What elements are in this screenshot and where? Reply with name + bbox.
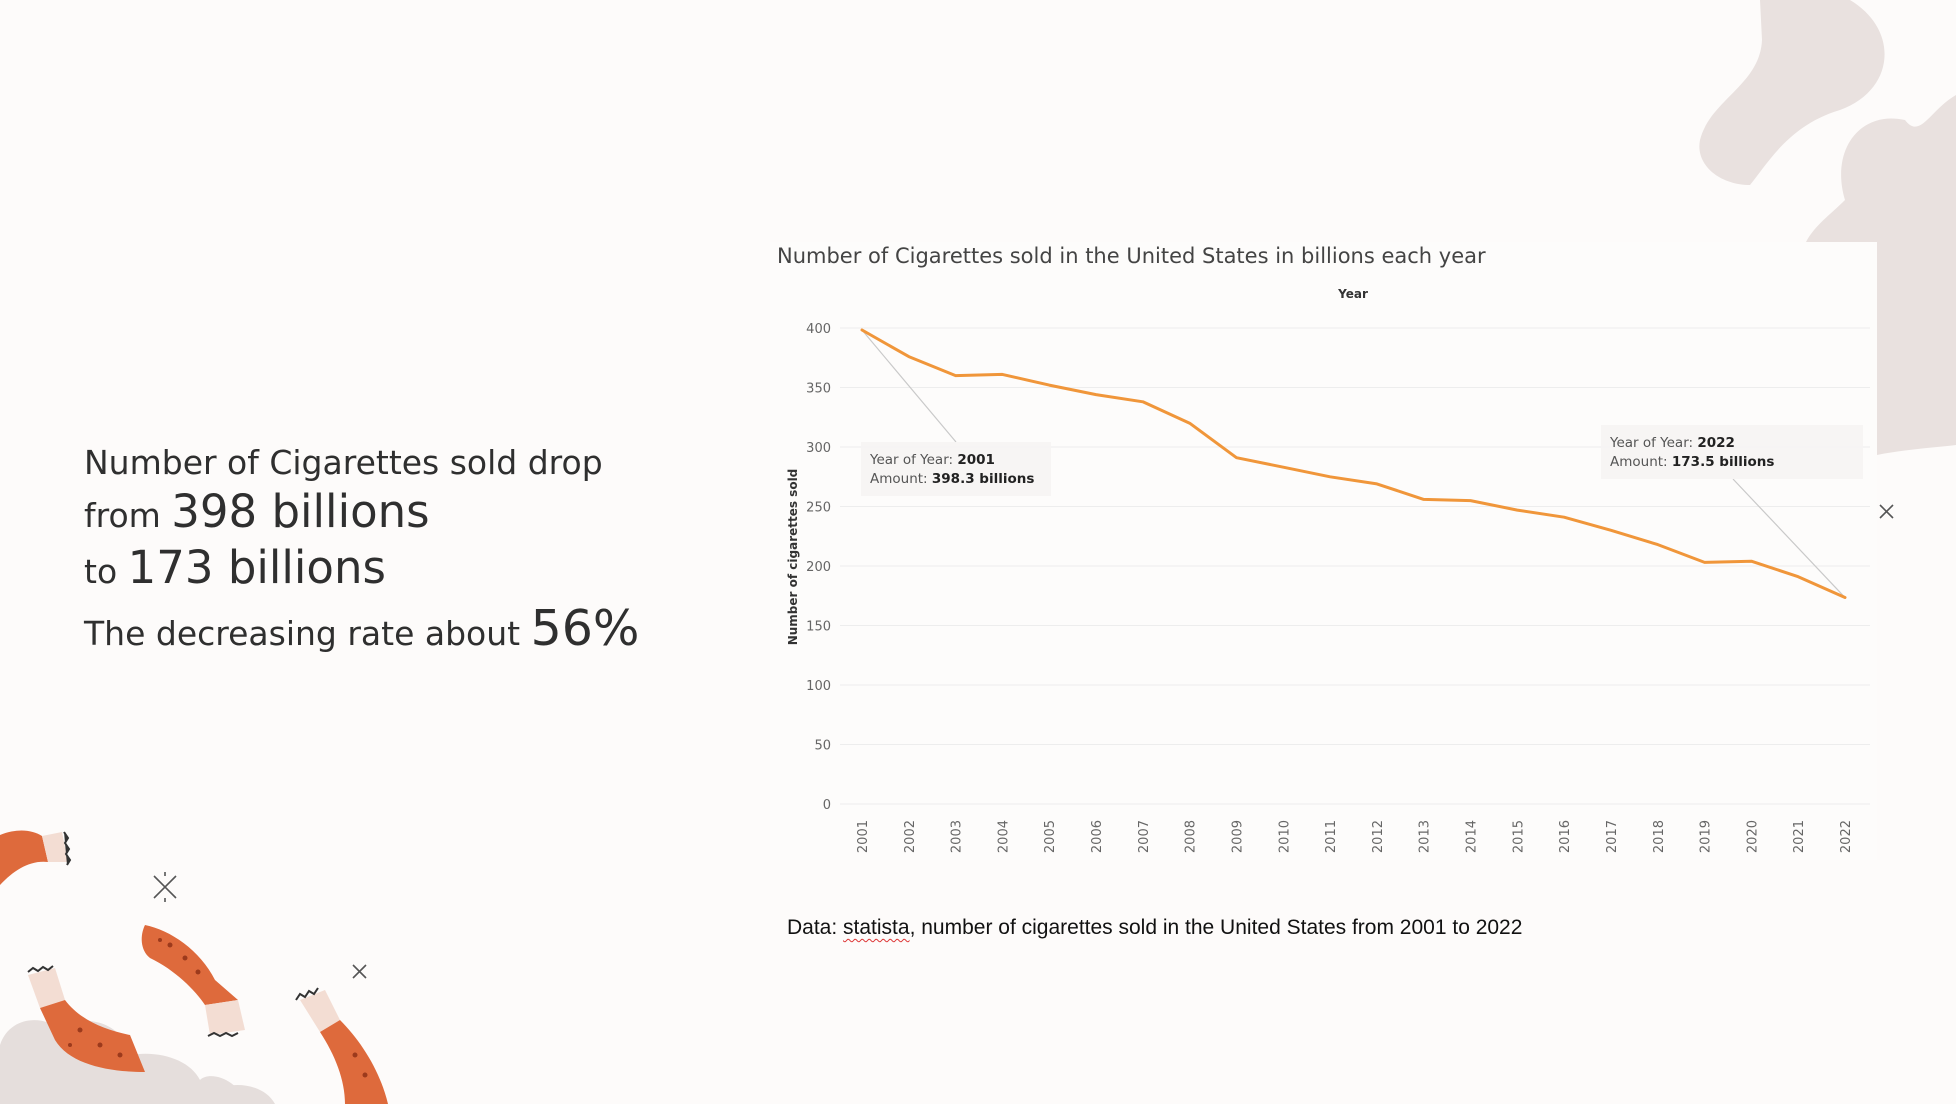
headline-line-1: Number of Cigarettes sold drop xyxy=(84,443,603,482)
sparkle-icon xyxy=(153,872,177,902)
x-tick-label: 2015 xyxy=(1511,820,1526,853)
x-tick-label: 2017 xyxy=(1605,820,1620,853)
x-tick-label: 2019 xyxy=(1699,820,1714,853)
y-tick-label: 350 xyxy=(806,382,831,397)
y-tick-label: 150 xyxy=(806,620,831,635)
annotation-line-amount: Amount: 173.5 billions xyxy=(1610,454,1774,470)
y-axis-label: Number of cigarettes sold xyxy=(786,469,800,646)
x-tick-label: 2021 xyxy=(1792,820,1807,853)
chart-title: Number of Cigarettes sold in the United … xyxy=(777,244,1486,268)
y-tick-label: 300 xyxy=(806,441,831,456)
series-line xyxy=(860,328,1847,599)
headline-from-label: from xyxy=(84,496,161,535)
source-prefix: Data: xyxy=(787,916,844,939)
annotation-tooltip: Year of Year: 2022 Amount: 173.5 billions xyxy=(1601,425,1863,479)
chart-panel xyxy=(770,242,1877,860)
sparkle-icon xyxy=(352,964,367,979)
headline: Number of Cigarettes sold drop from 398 … xyxy=(84,440,704,665)
x-tick-label: 2007 xyxy=(1137,820,1152,853)
background-blob-bottom-mid xyxy=(150,1084,275,1104)
annotation-line-amount: Amount: 398.3 billions xyxy=(870,471,1034,487)
y-tick-label: 100 xyxy=(806,679,831,694)
x-tick-label: 2012 xyxy=(1371,820,1386,853)
cigarette-icon xyxy=(295,987,388,1104)
y-tick-label: 400 xyxy=(806,322,831,337)
y-tick-label: 50 xyxy=(814,739,831,754)
annotation-tooltip: Year of Year: 2001 Amount: 398.3 billions xyxy=(861,442,1051,496)
annotation-line-year: Year of Year: 2001 xyxy=(869,452,995,468)
headline-start-value: 398 billions xyxy=(171,485,430,538)
y-tick-label: 0 xyxy=(823,798,831,813)
x-axis-label: Year xyxy=(1337,287,1368,301)
cigarette-icon xyxy=(27,965,145,1072)
x-tick-label: 2010 xyxy=(1277,820,1292,853)
cigarette-icon xyxy=(0,830,72,885)
headline-to-label: to xyxy=(84,552,118,591)
annotation-line-year: Year of Year: 2022 xyxy=(1609,435,1735,451)
source-description: , number of cigarettes sold in the Unite… xyxy=(909,916,1523,939)
cigarette-icon xyxy=(141,925,245,1038)
x-tick-label: 2003 xyxy=(950,820,965,853)
source-name: statista xyxy=(843,916,910,939)
x-tick-label: 2008 xyxy=(1184,820,1199,853)
x-tick-label: 2022 xyxy=(1839,820,1854,853)
x-tick-label: 2006 xyxy=(1090,820,1105,853)
annotation-leader xyxy=(861,329,957,443)
y-tick-label: 250 xyxy=(806,501,831,516)
annotation-leader xyxy=(1732,478,1846,598)
headline-rate-value: 56% xyxy=(530,600,640,657)
sparkle-icon xyxy=(1879,504,1894,519)
headline-line-2: from 398 billions xyxy=(84,486,704,542)
x-tick-label: 2020 xyxy=(1745,820,1760,853)
headline-line-4: The decreasing rate about 56% xyxy=(84,598,704,665)
x-tick-label: 2013 xyxy=(1418,820,1433,853)
x-tick-label: 2001 xyxy=(856,820,871,853)
y-tick-label: 200 xyxy=(806,560,831,575)
x-tick-label: 2016 xyxy=(1558,820,1573,853)
background-blob-top-right xyxy=(1699,0,1885,185)
annotation-box xyxy=(861,442,1051,496)
x-tick-label: 2004 xyxy=(996,820,1011,853)
headline-rate-label: The decreasing rate about xyxy=(84,614,521,653)
x-tick-label: 2011 xyxy=(1324,820,1339,853)
x-tick-label: 2018 xyxy=(1652,820,1667,853)
annotation-box xyxy=(1601,425,1863,479)
x-tick-label: 2009 xyxy=(1230,820,1245,853)
data-source-note: Data: statista, number of cigarettes sol… xyxy=(787,916,1522,940)
background-blob-right xyxy=(1806,95,1956,455)
x-tick-label: 2002 xyxy=(903,820,918,853)
headline-end-value: 173 billions xyxy=(127,541,386,594)
headline-line-3: to 173 billions xyxy=(84,542,704,598)
x-tick-label: 2014 xyxy=(1465,820,1480,853)
x-tick-label: 2005 xyxy=(1043,820,1058,853)
